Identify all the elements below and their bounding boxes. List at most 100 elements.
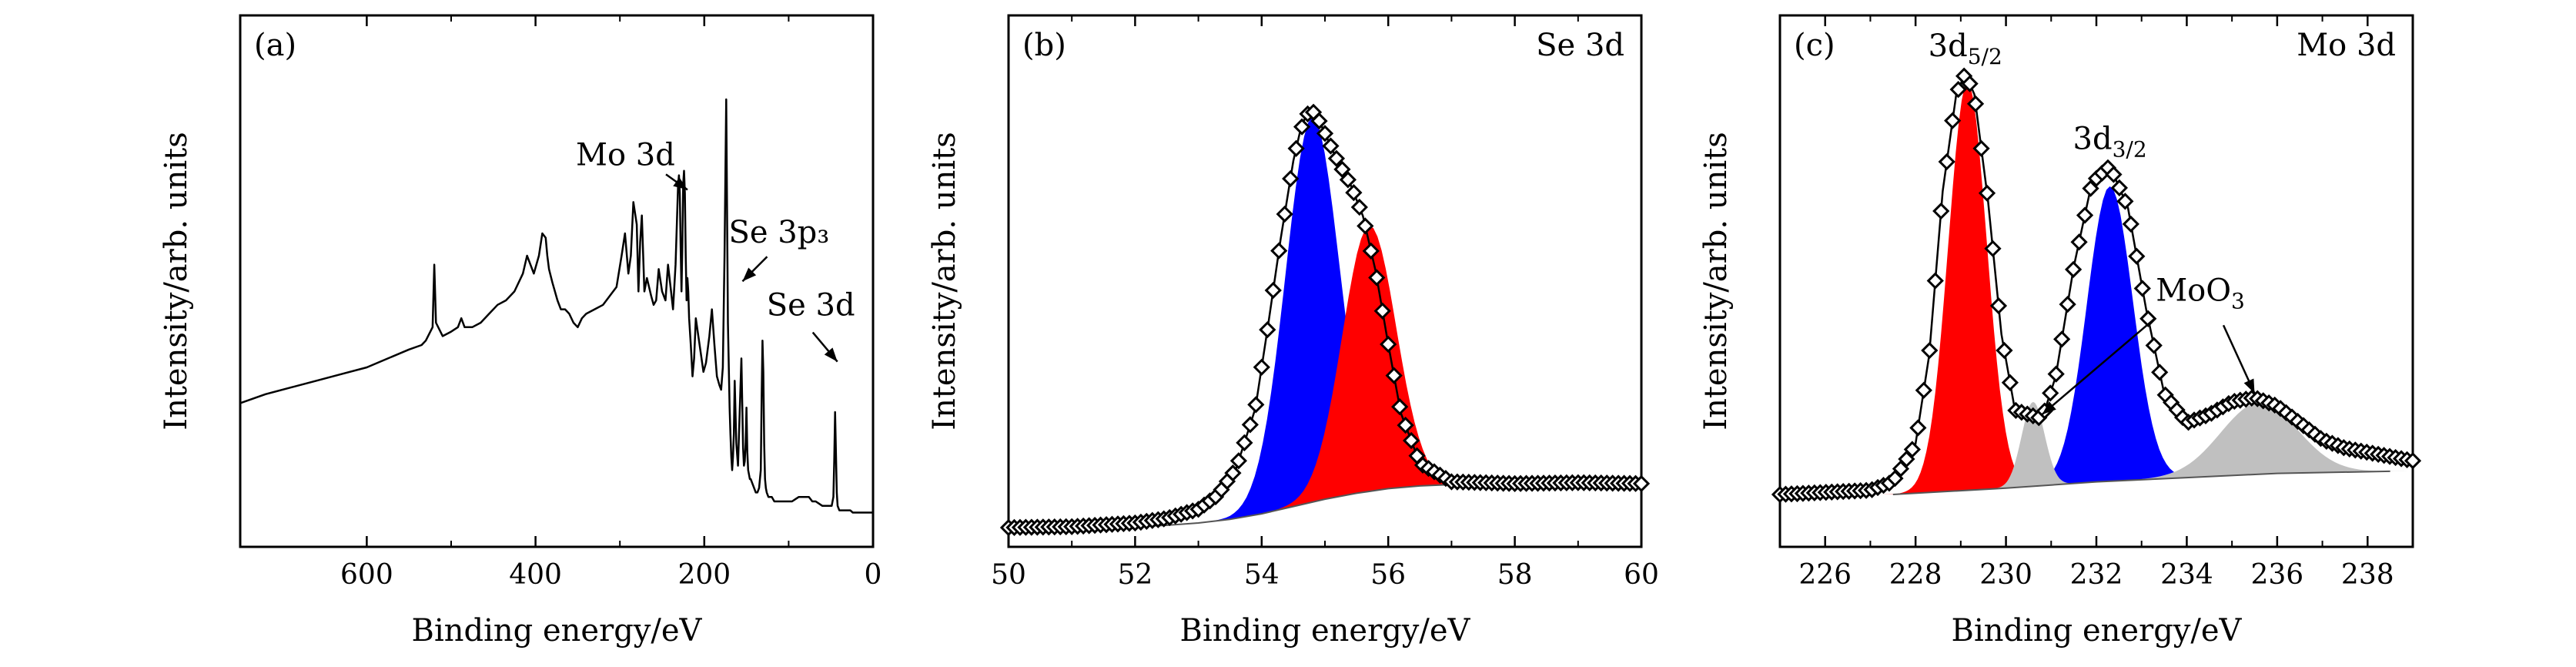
panel-b-se3d-spectrum: 50 52 54 56 58 60 Binding energy/eV Intensity/a… [927,14,1659,649]
data-point-marker [1259,320,1276,339]
x-tick-label: 50 [991,559,1026,591]
data-point-marker [1373,302,1391,320]
mo3d-arrow-head [673,177,688,190]
panel-tag: (b) [1022,28,1066,63]
data-point-marker [2064,260,2083,278]
data-point-marker [1385,367,1403,384]
data-point-marker [2145,337,2163,354]
data-point-marker [2059,295,2076,313]
data-point-marker [1224,464,1242,482]
x-tick-label: 60 [1624,559,1659,591]
data-point-marker [1293,118,1311,136]
fit-component-2 [1204,225,1534,523]
panel-a-survey-spectrum: 600 400 200 0 Binding energy/eV Intensity/arb… [159,14,882,649]
data-point-marker [2133,280,2151,297]
data-point-marker [1944,112,1962,129]
data-point-marker [2105,166,2123,183]
x-tick-label: 230 [1979,559,2032,591]
data-point-marker [2082,179,2099,197]
data-point-marker [1932,202,1950,220]
x-tick-label: 56 [1370,559,1406,591]
data-point-marker [1276,205,1293,223]
data-point-marker [1362,242,1380,260]
fit-component-4 [2024,402,2413,488]
x-axis-title: Binding energy/eV [1180,613,1471,649]
se3p3-arrow-head [742,267,757,282]
x-tick-label: 52 [1117,559,1153,591]
data-point-marker [1350,198,1368,216]
fit-component-1 [1147,117,1477,527]
x-tick-label: 234 [2160,559,2213,591]
data-point-marker [2076,206,2094,224]
data-point-marker [1316,125,1334,142]
data-point-marker [1972,139,1990,157]
x-axis-title: Binding energy/eV [412,613,703,649]
moo3-arrow-left-head [2042,401,2056,415]
annotation-label: 3d3/2 [2073,121,2147,162]
panel-title: Se 3d [1536,28,1624,63]
data-point-marker [2042,384,2059,402]
data-point-marker [1632,474,1651,493]
data-point-marker [2070,233,2088,251]
data-point-marker [1310,112,1328,130]
data-point-marker [1397,416,1414,434]
moo3-arrow-right-head [2243,378,2255,394]
data-point-marker [1926,272,1944,290]
x-tick-label: 228 [1889,559,1942,591]
x-tick-label: 400 [509,559,562,591]
data-point-marker [2128,247,2146,265]
data-point-marker [1282,169,1300,188]
plot-frame [239,14,875,548]
x-tick-label: 200 [677,559,731,591]
survey-spectrum-line [239,98,873,514]
background-line [1892,470,2390,495]
panel-title: Mo 3d [2297,28,2396,63]
data-point-marker [1236,434,1253,451]
annotation-label: MoO3 [2156,273,2245,313]
x-tick-label: 226 [1798,559,1852,591]
moo3-arrow-left-line [2041,318,2155,416]
data-point-marker [1938,153,1955,171]
data-point-marker [2001,374,2019,391]
data-point-marker [1345,183,1363,202]
data-point-marker [1229,452,1248,470]
data-point-marker [1241,416,1259,434]
data-point-marker [2116,193,2134,210]
data-point-marker [1921,341,1939,360]
fit-component-2 [1969,186,2251,491]
data-point-marker [1253,358,1270,376]
fit-component-3 [1962,401,2104,491]
data-point-marker [1247,396,1265,414]
x-tick-label: 0 [865,559,882,591]
y-axis-title: Intensity/arb. units [1698,132,1734,430]
annotation-se3d: Se 3d [767,288,855,323]
data-point-marker [1391,398,1409,416]
x-tick-label: 600 [340,559,393,591]
annotation-mo3d: Mo 3d [576,137,675,173]
data-point-marker [2110,179,2129,197]
data-point-marker [1961,75,1979,92]
annotation-label: 3d5/2 [1929,28,2002,69]
panel-tag: (a) [254,28,296,63]
panel-tag: (c) [1794,28,1835,63]
data-point-marker [1402,431,1420,450]
x-tick-label: 54 [1244,559,1280,591]
data-point-marker [1368,269,1386,287]
data-point-marker [1915,381,1932,399]
data-point-marker [1380,335,1397,354]
data-point-marker [1270,242,1288,260]
data-point-marker [1989,297,2008,315]
x-tick-label: 236 [2250,559,2303,591]
data-point-marker [2151,364,2169,381]
annotation-se3p3: Se 3p₃ [728,215,829,250]
data-point-marker [2053,330,2071,348]
y-axis-title: Intensity/arb. units [927,132,962,430]
x-tick-label: 238 [2341,559,2394,591]
data-point-marker [1327,149,1346,167]
data-point-marker [1966,95,1985,112]
data-point-marker [1333,160,1351,178]
data-point-marker [1996,341,2013,360]
y-axis-title: Intensity/arb. units [159,132,194,430]
data-point-marker [1903,441,1921,458]
